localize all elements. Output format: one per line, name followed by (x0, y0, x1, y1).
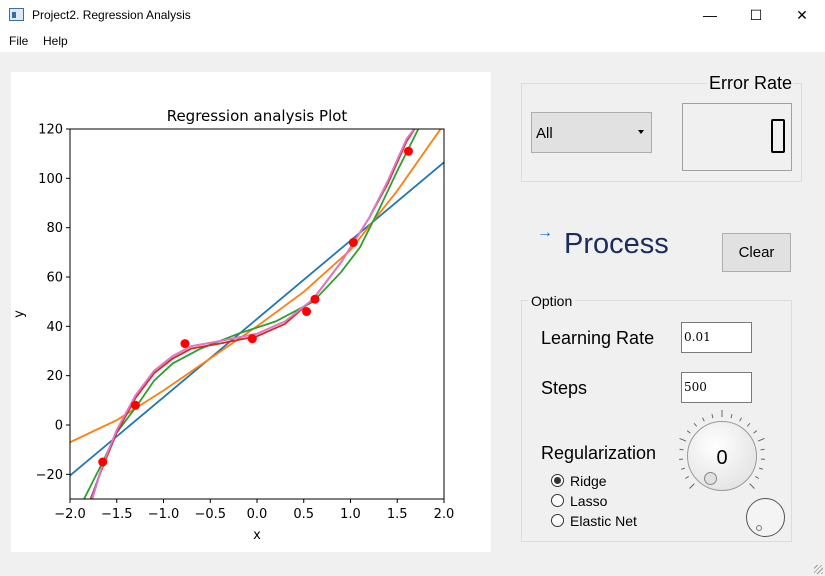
steps-input[interactable]: 500 (681, 372, 752, 403)
dial-tick (730, 414, 733, 419)
x-tick-label: −0.5 (194, 507, 226, 522)
app-icon (9, 8, 24, 21)
dial-tick (680, 467, 686, 470)
process-link[interactable]: Process (564, 228, 669, 260)
dial-value: 0 (716, 447, 728, 469)
option-group-title: Option (528, 293, 576, 309)
data-point (130, 400, 140, 410)
dial-tick (753, 430, 758, 434)
menu-bar: File Help (0, 31, 825, 52)
plot-panel: Regression analysis Plot −2.0 −1.5 −1.0 −0.5… (11, 72, 491, 552)
fit-line-2 (70, 129, 442, 444)
x-tick-label: 1.5 (387, 507, 408, 522)
dial-tick (739, 417, 742, 422)
y-tick-label: 0 (55, 419, 63, 434)
learning-rate-label: Learning Rate (541, 328, 655, 348)
menu-help[interactable]: Help (43, 34, 68, 48)
maximize-button[interactable]: ☐ (749, 7, 763, 23)
y-tick-label: 40 (46, 320, 63, 335)
dial-tick (755, 475, 759, 479)
y-tick-label: 20 (46, 369, 63, 384)
close-button[interactable]: ✕ (796, 7, 808, 23)
y-tick-label: 80 (46, 221, 63, 236)
data-point (180, 339, 190, 349)
y-axis-label: y (12, 310, 27, 318)
dataset-combo-value: All (536, 125, 553, 142)
y-tick-label: 100 (38, 172, 63, 187)
data-point (302, 307, 312, 317)
dial-tick (685, 475, 689, 479)
window-title: Project2. Regression Analysis (32, 8, 191, 22)
fit-line-6 (91, 129, 416, 499)
fit-line-5 (90, 129, 416, 499)
y-tick-label: 120 (38, 123, 63, 138)
selection-frame (521, 83, 802, 182)
option-groupbox (521, 300, 792, 542)
regression-chart: Regression analysis Plot −2.0 −1.5 −1.0 −0.5… (12, 107, 455, 543)
error-rate-display (682, 103, 792, 171)
regularization-label: Regularization (541, 443, 657, 463)
dial-tick (749, 483, 755, 489)
plot-area (70, 129, 444, 499)
secondary-dial-marker (756, 525, 762, 531)
x-tick-label: −1.5 (101, 507, 133, 522)
data-point (98, 457, 108, 467)
radio-elastic-net-button[interactable] (551, 514, 564, 527)
dial-tick (679, 437, 687, 442)
x-tick-label: −1.0 (148, 507, 180, 522)
dial-tick (686, 430, 691, 434)
radio-lasso-label: Lasso (570, 493, 608, 509)
x-tick-label: 0.5 (293, 507, 314, 522)
x-tick-label: −2.0 (54, 507, 86, 522)
dial-tick (760, 448, 765, 451)
dial-ticks (679, 410, 765, 489)
fit-line-3 (83, 129, 420, 499)
x-tick-label: 0.0 (247, 507, 268, 522)
chevron-down-icon (638, 130, 644, 134)
fit-line-1 (70, 161, 444, 477)
radio-lasso-button[interactable] (551, 494, 564, 507)
data-point (348, 237, 358, 247)
radio-ridge-label: Ridge (570, 473, 607, 489)
fit-line-4 (89, 129, 416, 499)
data-point (403, 146, 413, 156)
menu-file[interactable]: File (9, 34, 29, 48)
clear-button[interactable]: Clear (722, 233, 791, 272)
x-axis-label: x (253, 528, 261, 543)
y-tick-label: −20 (36, 468, 63, 483)
title-bar: Project2. Regression Analysis — ☐ ✕ (0, 0, 825, 31)
process-arrow-icon: → (537, 224, 553, 241)
dial-tick (693, 422, 698, 427)
chart-title: Regression analysis Plot (167, 107, 348, 125)
regularization-dial[interactable]: 0 (687, 421, 757, 491)
dial-tick (679, 448, 684, 451)
minimize-button[interactable]: — (703, 7, 717, 23)
resize-grip-icon[interactable] (814, 565, 823, 574)
y-tick-label: 60 (46, 271, 63, 286)
error-rate-digit (771, 119, 785, 153)
dataset-combo[interactable]: All (531, 112, 652, 153)
radio-elastic-net-label: Elastic Net (570, 513, 637, 529)
dial-tick (702, 417, 705, 422)
dial-knob-marker (704, 472, 717, 485)
secondary-dial[interactable] (746, 498, 785, 537)
dial-tick (746, 422, 751, 427)
x-tick-label: 1.0 (340, 507, 361, 522)
steps-label: Steps (541, 378, 588, 398)
dial-tick (711, 414, 714, 419)
learning-rate-input[interactable]: 0.01 (681, 322, 752, 353)
dial-tick (689, 483, 695, 489)
dial-tick (758, 467, 764, 470)
radio-ridge-button[interactable] (551, 474, 564, 487)
data-point (310, 294, 320, 304)
data-point (247, 334, 257, 344)
x-tick-label: 2.0 (434, 507, 455, 522)
dial-tick (757, 437, 765, 442)
error-rate-title: Error Rate (707, 73, 795, 94)
